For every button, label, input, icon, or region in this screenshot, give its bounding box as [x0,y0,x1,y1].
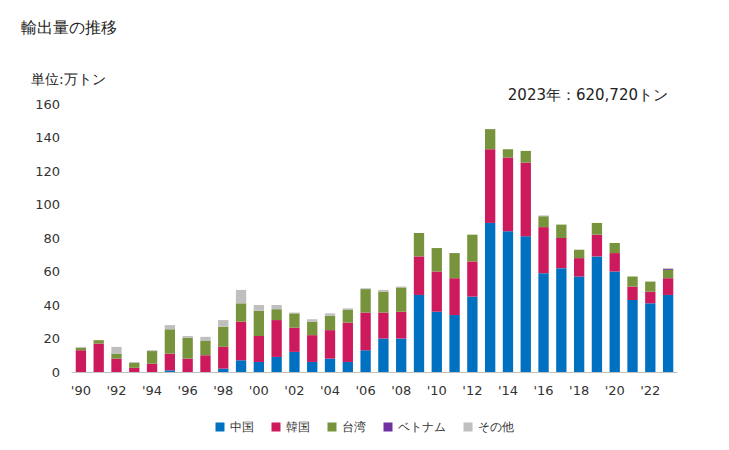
svg-text:'18: '18 [569,383,589,398]
svg-text:'08: '08 [391,383,411,398]
svg-text:60: 60 [43,264,60,279]
svg-text:140: 140 [35,130,60,145]
svg-text:'94: '94 [142,383,162,398]
svg-text:'22: '22 [640,383,660,398]
svg-text:120: 120 [35,164,60,179]
svg-text:'16: '16 [533,383,553,398]
svg-text:160: 160 [35,97,60,112]
svg-text:'06: '06 [356,383,376,398]
svg-text:台湾: 台湾 [342,420,366,434]
svg-text:韓国: 韓国 [286,420,310,434]
svg-text:80: 80 [43,231,60,246]
svg-text:'20: '20 [605,383,625,398]
svg-text:'98: '98 [213,383,233,398]
svg-text:'90: '90 [71,383,91,398]
svg-text:0: 0 [52,365,60,380]
svg-text:単位:万トン: 単位:万トン [31,71,106,87]
svg-text:100: 100 [35,197,60,212]
svg-text:'14: '14 [498,383,518,398]
svg-text:2023年：620,720トン: 2023年：620,720トン [508,86,668,104]
svg-text:'92: '92 [106,383,126,398]
svg-text:'96: '96 [178,383,198,398]
svg-text:ベトナム: ベトナム [398,420,446,434]
svg-text:中国: 中国 [230,420,254,434]
svg-text:'00: '00 [249,383,269,398]
svg-text:'02: '02 [284,383,304,398]
svg-text:輸出量の推移: 輸出量の推移 [21,18,117,37]
svg-text:'10: '10 [427,383,447,398]
svg-text:20: 20 [43,331,60,346]
svg-text:その他: その他 [478,420,514,434]
svg-text:'04: '04 [320,383,340,398]
svg-text:'12: '12 [462,383,482,398]
svg-text:40: 40 [43,298,60,313]
